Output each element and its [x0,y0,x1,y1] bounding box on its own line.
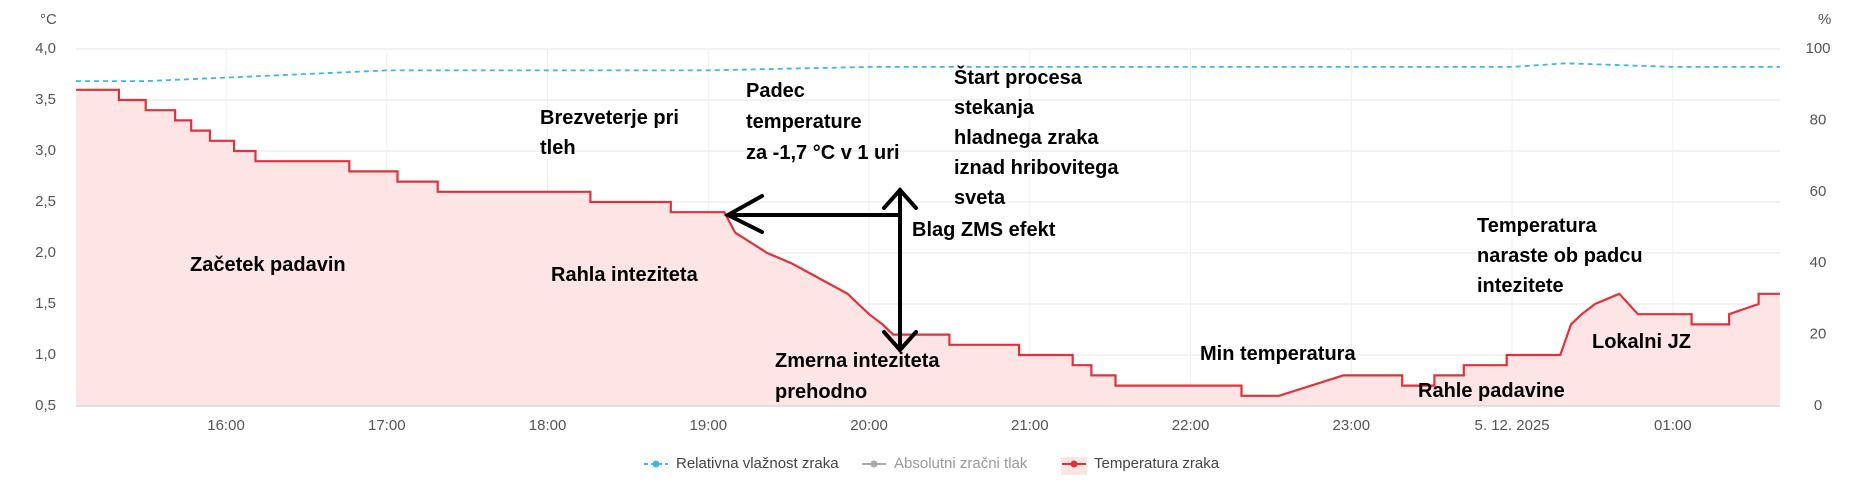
y-tick-label: 2,5 [35,193,56,210]
y-tick-label: 3,5 [35,91,56,108]
annotation: za -1,7 °C v 1 uri [746,142,900,164]
annotation: Zmerna inteziteta [775,350,940,372]
x-tick-label: 17:00 [368,417,406,434]
x-tick-label: 19:00 [690,417,728,434]
y2-tick-label: 20 [1810,326,1827,343]
y-tick-label: 0,5 [35,397,56,414]
y2-tick-label: 60 [1810,183,1827,200]
y-tick-label: 3,0 [35,142,56,159]
legend-label: Relativna vlažnost zraka [676,455,839,472]
annotation: iznad hribovitega [954,157,1119,179]
annotation: intezitete [1477,275,1564,297]
legend-dot [652,460,660,468]
y2-tick-label: 100 [1805,40,1830,57]
y-tick-label: 1,0 [35,346,56,363]
area [76,89,1780,407]
annotation: Rahla inteziteta [551,264,699,286]
y-tick-label: 1,5 [35,295,56,312]
x-tick-label: 21:00 [1011,417,1049,434]
annotation: hladnega zraka [954,127,1099,149]
y-axis-label: °C [40,11,57,28]
y2-tick-label: 40 [1810,254,1827,271]
annotation: Brezveterje pri [540,107,679,129]
x-tick-label: 16:00 [207,417,245,434]
annotation: Lokalni JZ [1592,331,1691,353]
annotation: prehodno [775,381,867,403]
annotation: Temperatura [1477,215,1598,237]
x-tick-label: 5. 12. 2025 [1475,417,1550,434]
annotation: Min temperatura [1200,343,1356,365]
series-line [76,88,1780,397]
y-tick-label: 4,0 [35,40,56,57]
arrows [723,186,918,354]
legend-label: Temperatura zraka [1094,455,1220,472]
x-tick-label: 20:00 [850,417,888,434]
y2-axis-label: % [1818,11,1831,28]
x-tick-label: 23:00 [1333,417,1371,434]
annotation: temperature [746,111,862,133]
annotation: Blag ZMS efekt [912,219,1056,241]
annotation: sveta [954,187,1006,209]
legend-dot [870,460,878,468]
annotation: tleh [540,137,576,159]
y2-tick-label: 0 [1814,397,1822,414]
y2-tick-label: 80 [1810,111,1827,128]
annotation: Štart procesa [954,65,1083,89]
y-tick-label: 2,0 [35,244,56,261]
annotation: Začetek padavin [190,254,346,276]
annotation: Rahle padavine [1418,380,1565,402]
x-tick-label: 22:00 [1172,417,1210,434]
legend-dot [1070,460,1078,468]
series-line [76,62,1780,82]
annotation: stekanja [954,97,1035,119]
legend-label: Absolutni zračni tlak [894,455,1028,472]
x-tick-label: 01:00 [1654,417,1692,434]
annotation: Padec [746,80,805,102]
annotation: naraste ob padcu [1477,245,1643,267]
x-tick-label: 18:00 [529,417,567,434]
